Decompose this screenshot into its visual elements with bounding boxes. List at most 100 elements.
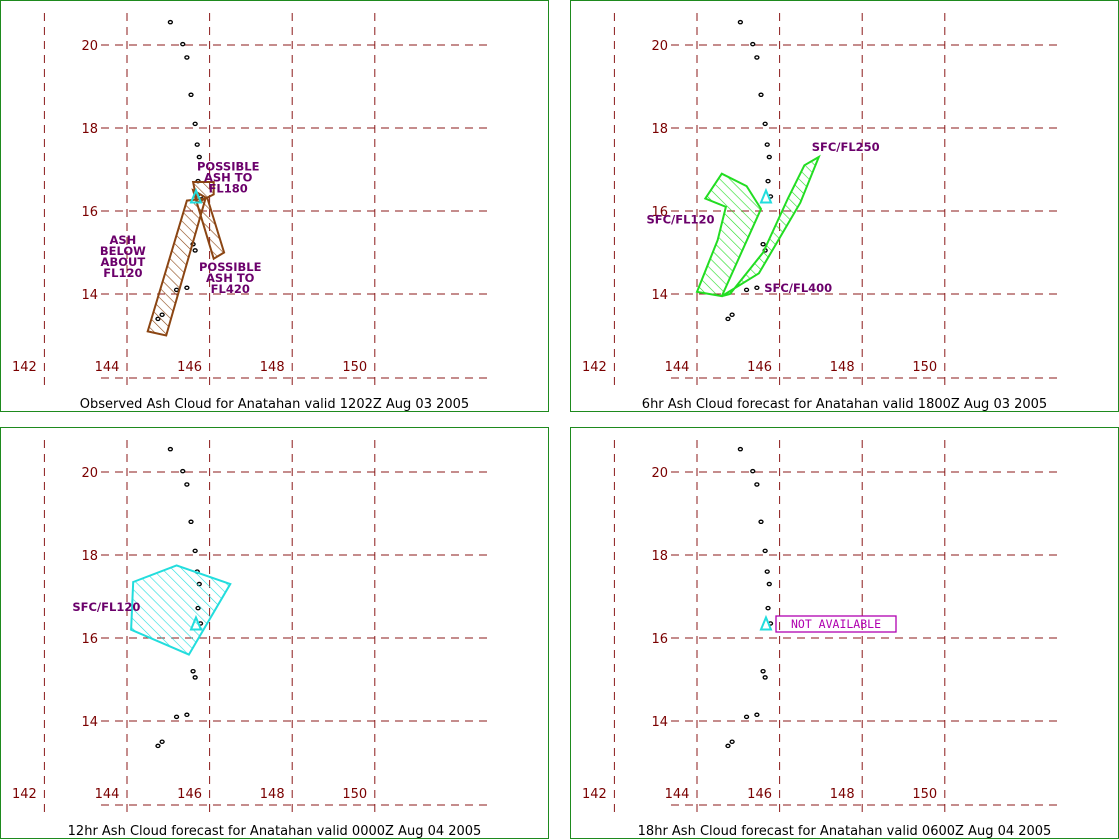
island-mark [762, 675, 768, 680]
lat-tick-label: 16 [651, 205, 668, 220]
island-mark [737, 446, 744, 452]
ash-cloud-polygon [146, 197, 207, 337]
island-mark [750, 41, 756, 47]
label-line: SFC/FL250 [812, 140, 880, 154]
ash-cloud-polygon [130, 564, 232, 656]
panel-title: Observed Ash Cloud for Anatahan valid 12… [79, 397, 470, 412]
island-mark [754, 712, 760, 718]
island-mark [190, 668, 196, 674]
island-mark [188, 92, 194, 98]
ash-cloud-polygon [695, 172, 763, 298]
island-mark [762, 548, 768, 554]
lat-tick-label: 18 [651, 122, 668, 137]
lat-tick-label: 16 [651, 632, 668, 647]
lat-tick-label: 14 [651, 288, 668, 303]
not-available-box [775, 615, 897, 633]
island-mark [754, 285, 760, 291]
lat-tick-label: 18 [81, 549, 98, 564]
island-mark [155, 743, 161, 749]
island-mark [766, 154, 772, 160]
label-line: POSSIBLE [197, 159, 260, 173]
lat-tick-label: 14 [81, 715, 98, 730]
island-mark [760, 241, 766, 247]
map-18hr: 142 144 146 148 150 14 16 18 20 NOT AVAILABLE [582, 440, 1061, 813]
lat-tick-label: 16 [81, 632, 98, 647]
island-mark [754, 482, 760, 487]
lat-tick-label: 16 [81, 205, 98, 220]
island-mark [754, 55, 760, 60]
map-12hr: 142 144 146 148 150 14 16 18 20 SFC/FL120 [12, 440, 491, 813]
lon-tick-label: 146 [747, 360, 772, 375]
lon-tick-label: 144 [665, 787, 690, 802]
island-mark [729, 739, 735, 744]
ash-level-label: ASH BELOW ABOUT FL120 [100, 233, 146, 280]
island-mark [192, 548, 198, 554]
lon-tick-label: 142 [12, 787, 37, 802]
lon-tick-label: 146 [177, 360, 202, 375]
island-mark [764, 142, 770, 147]
lon-tick-label: 150 [912, 787, 937, 802]
lat-tick-label: 20 [81, 466, 98, 481]
label-line: ASH TO [204, 170, 253, 184]
lat-tick-label: 14 [81, 288, 98, 303]
ash-level-label: SFC/FL120 [646, 212, 714, 226]
island-mark [173, 714, 180, 720]
lon-tick-label: 142 [582, 787, 607, 802]
volcano-marker-icon [189, 187, 203, 204]
island-mark [180, 468, 186, 474]
label-line: FL420 [211, 282, 250, 296]
island-mark [180, 41, 186, 47]
island-mark [184, 55, 190, 60]
label-line: SFC/FL120 [646, 212, 714, 226]
island-mark [764, 569, 770, 574]
lon-tick-label: 144 [95, 360, 120, 375]
island-mark [192, 675, 198, 680]
island-mark [743, 287, 750, 293]
panel-18hr-forecast: 142 144 146 148 150 14 16 18 20 NOT AVAILABLE 18h… [570, 427, 1119, 839]
island-mark [766, 581, 772, 587]
volcano-marker-icon [189, 614, 203, 631]
label-line: ASH TO [206, 271, 255, 285]
island-mark [760, 668, 766, 674]
island-mark [184, 712, 190, 718]
island-mark [184, 482, 190, 487]
lon-tick-label: 142 [582, 360, 607, 375]
lat-tick-label: 18 [81, 122, 98, 137]
label-line: SFC/FL120 [72, 600, 140, 614]
volcano-marker-icon [759, 614, 773, 631]
island-mark [758, 519, 764, 525]
island-mark [729, 312, 735, 317]
volcano-marker-icon [759, 187, 773, 204]
label-line: FL120 [103, 266, 142, 280]
lat-tick-label: 20 [81, 39, 98, 54]
island-mark [192, 248, 198, 253]
lon-tick-label: 144 [665, 360, 690, 375]
lat-tick-label: 20 [651, 39, 668, 54]
island-mark [184, 285, 190, 291]
island-mark [762, 121, 768, 127]
panel-title: 18hr Ash Cloud forecast for Anatahan val… [637, 824, 1052, 839]
island-mark [725, 743, 731, 749]
island-mark [737, 19, 744, 25]
label-line: ASH [109, 233, 136, 247]
lon-tick-label: 146 [747, 787, 772, 802]
lon-tick-label: 142 [12, 360, 37, 375]
lon-tick-label: 150 [342, 360, 367, 375]
label-line: POSSIBLE [199, 260, 262, 274]
map-6hr: 142 144 146 148 150 14 16 18 20 SFC/FL250 SFC/FL12… [582, 13, 1061, 386]
island-mark [167, 19, 174, 25]
lat-tick-label: 14 [651, 715, 668, 730]
island-mark [725, 316, 731, 322]
panel-title: 12hr Ash Cloud forecast for Anatahan val… [67, 824, 482, 839]
panel-title: 6hr Ash Cloud forecast for Anatahan vali… [641, 397, 1048, 412]
ash-level-label: POSSIBLE ASH TO FL180 [197, 159, 260, 195]
ash-cloud-polygon [191, 188, 226, 261]
label-line: FL180 [209, 181, 248, 195]
ash-cloud-polygon [721, 154, 821, 298]
island-mark [192, 121, 198, 127]
island-mark [765, 178, 771, 184]
lon-tick-label: 148 [260, 360, 285, 375]
label-line: BELOW [100, 244, 146, 258]
island-mark [765, 605, 771, 611]
island-mark [188, 519, 194, 525]
